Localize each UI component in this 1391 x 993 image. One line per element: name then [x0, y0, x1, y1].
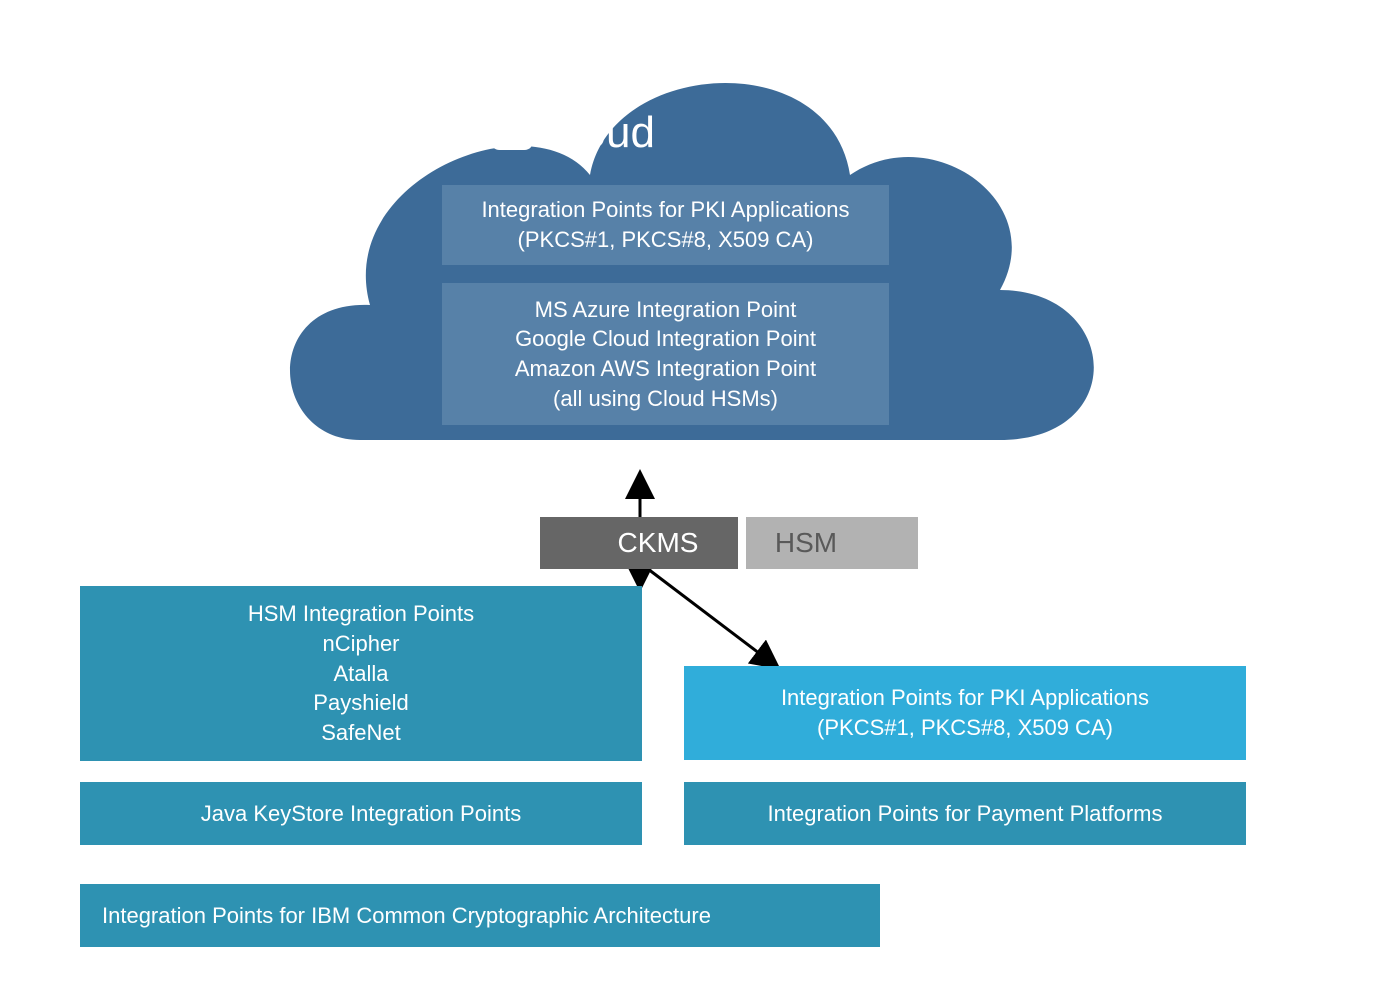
ckms-box: CKMS [540, 517, 738, 569]
text-line: (PKCS#1, PKCS#8, X509 CA) [817, 713, 1113, 743]
hsm-box: HSM [746, 517, 918, 569]
ckms-label: CKMS [618, 527, 699, 559]
text-line: Java KeyStore Integration Points [201, 799, 521, 829]
hsm-integration-box: HSM Integration PointsnCipherAtallaPaysh… [80, 586, 642, 761]
text-line: MS Azure Integration Point [535, 295, 797, 325]
cloud-icon [491, 125, 533, 150]
arrows [640, 475, 776, 666]
diagram-stage: Cloud Integration Points for PKI Applica… [0, 0, 1391, 993]
pki-dc-box: Integration Points for PKI Applications(… [684, 666, 1246, 760]
text-line: Integration Points for IBM Common Crypto… [102, 901, 711, 931]
datacentre-label: Data Centre [932, 903, 1148, 948]
text-line: (PKCS#1, PKCS#8, X509 CA) [518, 225, 814, 255]
java-keystore-box: Java KeyStore Integration Points [80, 782, 642, 845]
cloud-title: Cloud [540, 108, 655, 158]
text-line: Atalla [333, 659, 388, 689]
datacentre-icon [1170, 895, 1244, 955]
text-line: (all using Cloud HSMs) [553, 384, 778, 414]
cloud-pki-box: Integration Points for PKI Applications(… [442, 185, 889, 265]
text-line: Amazon AWS Integration Point [515, 354, 816, 384]
text-line: Integration Points for PKI Applications [481, 195, 849, 225]
text-line: Google Cloud Integration Point [515, 324, 816, 354]
payment-box: Integration Points for Payment Platforms [684, 782, 1246, 845]
ibm-box: Integration Points for IBM Common Crypto… [80, 884, 880, 947]
cloud-providers-box: MS Azure Integration PointGoogle Cloud I… [442, 283, 889, 425]
text-line: Payshield [313, 688, 408, 718]
text-line: SafeNet [321, 718, 401, 748]
text-line: Integration Points for PKI Applications [781, 683, 1149, 713]
hsm-label: HSM [775, 527, 837, 559]
text-line: Integration Points for Payment Platforms [768, 799, 1163, 829]
text-line: HSM Integration Points [248, 599, 474, 629]
text-line: nCipher [322, 629, 399, 659]
